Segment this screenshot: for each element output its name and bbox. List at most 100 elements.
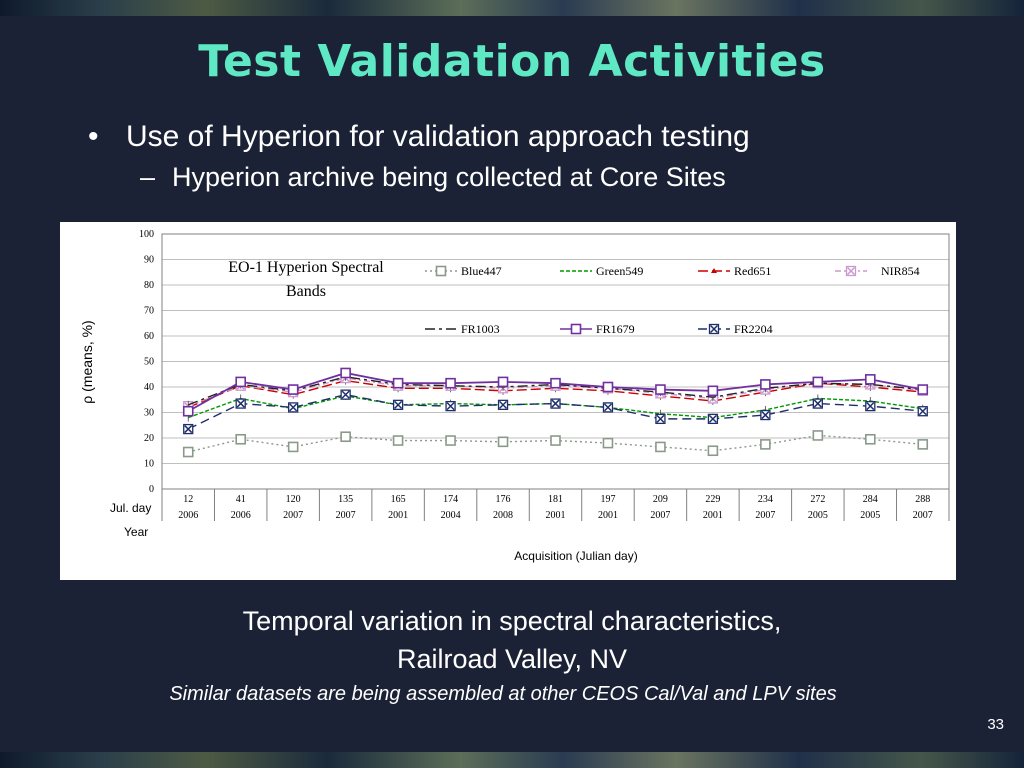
data-point [445,435,456,446]
y-tick-label: 100 [139,229,154,240]
legend-label: Green549 [596,264,643,278]
data-point [760,379,771,390]
legend-label: FR2204 [734,322,773,336]
legend-item: Blue447 [425,264,502,278]
data-point-cross [446,402,455,411]
data-point [812,430,824,441]
data-point [497,436,509,448]
bullet-level2: – Hyperion archive being collected at Cor… [140,162,726,193]
data-point [864,374,876,385]
x-axis-label: Acquisition (Julian day) [514,549,637,563]
x-category-table: 12 41 120 135 165 174 176 181 197 209 229 234 272 284… [161,488,950,521]
series-blue447 [182,430,929,458]
data-point-cross [551,399,560,408]
series-fr1679 [182,367,929,417]
y-tick-label: 20 [144,433,154,444]
chart-panel: 0 10 20 30 40 50 60 70 80 90 100 12 41 120 135 165 174 1… [60,222,956,580]
data-point [497,376,509,388]
data-point [655,384,666,395]
year-label: 2007 [283,510,303,521]
bottom-decorative-band [0,752,1024,768]
bullet-dot: • [88,120,99,153]
data-point-cross [341,390,350,399]
x-tick-label: 197 [600,494,615,505]
year-label: 2006 [231,510,251,521]
x-tick-label: 288 [915,494,930,505]
y-tick-label: 50 [144,357,154,368]
data-point [288,402,299,413]
data-point [392,377,404,389]
year-label: 2007 [650,510,670,521]
year-label: 2001 [703,510,723,521]
legend-item: FR1003 [425,322,500,336]
y-tick-label: 70 [144,306,154,317]
data-point [340,367,351,379]
legend-label: FR1003 [461,322,500,336]
y-tick-label: 0 [149,484,154,495]
data-point-cross [184,425,193,434]
bullet-level1: • Use of Hyperion for validation approach… [88,120,750,154]
data-point-cross [236,399,245,408]
y-tick-label: 40 [144,382,154,393]
row-label-year: Year [124,525,148,539]
data-point [235,433,246,445]
data-point [655,441,666,453]
x-tick-label: 181 [548,494,563,505]
data-point-cross [603,403,612,412]
data-point [602,402,614,413]
data-point [392,435,404,446]
legend-item: Red651 [698,264,771,278]
year-label: 2007 [755,510,775,521]
row-label-day: Jul. day [110,501,151,515]
series-fr2204 [183,389,928,435]
data-point-cross [846,266,856,276]
data-point [392,399,404,411]
caption-line2: Railroad Valley, NV [396,644,628,674]
y-axis-label: ρ (means, %) [79,320,95,403]
data-point [760,439,771,450]
x-tick-label: 41 [236,494,246,505]
data-point [917,406,928,417]
data-point [760,409,771,421]
legend: Blue447 Green549 Red651 NIR854 FR1003 FR1679 F… [425,264,920,336]
data-point-cross [499,400,508,409]
x-tick-label: 234 [758,494,773,505]
data-point-cross [289,403,298,412]
y-tick-label: 10 [144,459,154,470]
x-tick-label: 284 [863,494,878,505]
y-tick-label: 30 [144,408,154,419]
legend-item: NIR854 [835,264,920,278]
x-tick-label: 12 [183,494,193,505]
x-tick-label: 272 [810,494,825,505]
series-line [187,379,923,409]
x-tick-label: 165 [391,494,406,505]
bullet2-text: Hyperion archive being collected at Core… [172,162,726,192]
series-line [187,393,923,430]
y-tick-label: 80 [144,280,154,291]
x-tick-label: 174 [443,494,458,505]
data-point [235,398,246,409]
legend-label: NIR854 [881,264,920,278]
year-label: 2001 [598,510,618,521]
year-label: 2008 [493,510,513,521]
data-point [182,405,194,417]
year-label: 2001 [546,510,566,521]
x-tick-label: 135 [338,494,353,505]
y-tick-label: 60 [144,331,154,342]
data-point [235,376,246,388]
chart-title: EO-1 Hyperion Spectral [228,259,384,276]
bullet-dash: – [140,162,156,192]
data-point-cross [708,414,717,423]
data-point [708,323,720,335]
data-point-cross [813,399,822,408]
data-point [287,384,299,395]
legend-item: FR2204 [698,322,773,336]
x-tick-label: 229 [705,494,720,505]
data-point [655,413,666,425]
data-point [707,385,719,397]
data-point [812,376,824,388]
y-tick-label: 90 [144,255,154,266]
top-decorative-band [0,0,1024,16]
data-point [707,445,719,457]
